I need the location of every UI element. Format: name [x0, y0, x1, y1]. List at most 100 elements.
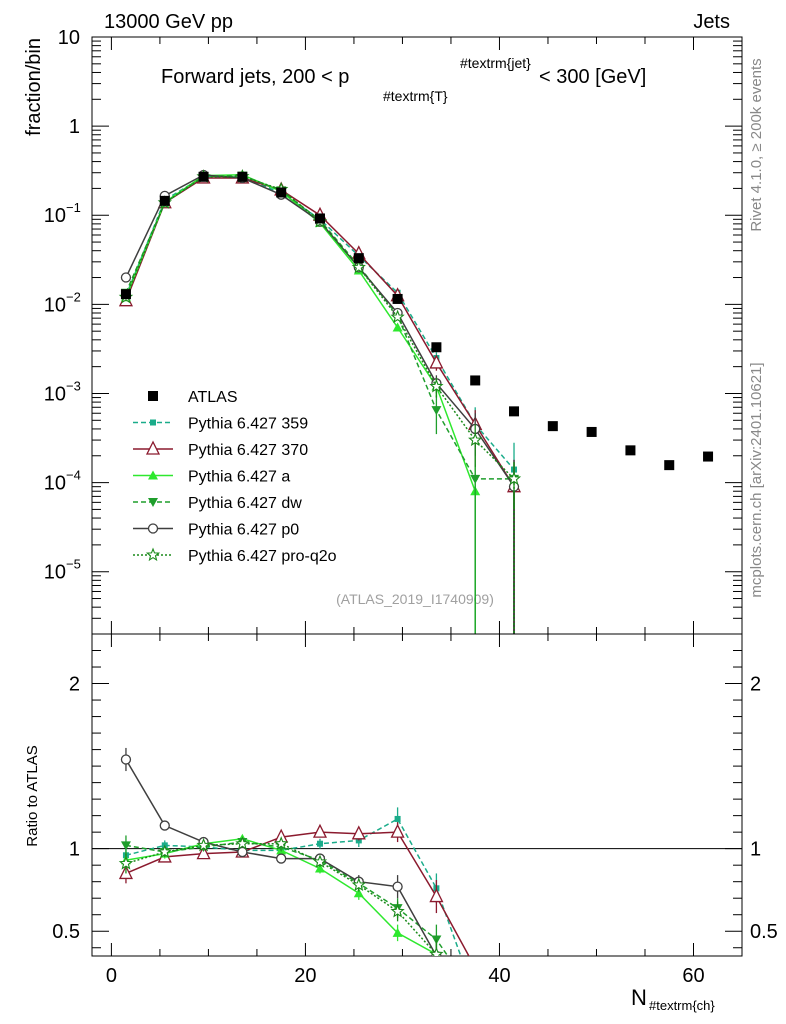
- data-point: [431, 342, 442, 353]
- rivet-version-label: Rivet 4.1.0, ≥ 200k events: [748, 58, 765, 231]
- data-point: [314, 213, 325, 224]
- ratio-point: [235, 836, 250, 850]
- y-tick-label: 10: [44, 562, 66, 584]
- y-tick-label: 0.5: [52, 921, 80, 943]
- legend-entry: Pythia 6.427 a: [133, 469, 290, 486]
- mcplots-label: mcplots.cern.ch [arXiv:2401.10621]: [748, 362, 765, 597]
- y-axis-label-bottom: Ratio to ATLAS: [24, 745, 41, 846]
- y-axis-label-top: fraction/bin: [23, 38, 45, 136]
- main-panel-series: [118, 169, 522, 634]
- ratio-point: [314, 863, 325, 873]
- y-tick-label-exponent: −3: [66, 378, 81, 393]
- series-point: [468, 432, 483, 447]
- series-point: [470, 474, 481, 484]
- title-superscript: #textrm{jet}: [460, 55, 531, 71]
- title-tail: < 300 [GeV]: [539, 66, 646, 88]
- y-tick-label-exponent: −4: [66, 468, 81, 483]
- ratio-point: [120, 754, 132, 765]
- ratio-point: [276, 853, 287, 864]
- ratio-point: [351, 825, 366, 840]
- data-point: [159, 195, 170, 206]
- legend-label: Pythia 6.427 359: [188, 416, 308, 433]
- y-tick-label: 2: [69, 674, 80, 696]
- legend-entry: Pythia 6.427 359: [133, 416, 308, 433]
- series-point: [506, 471, 522, 486]
- ratio-point: [394, 815, 401, 822]
- data-point: [276, 187, 287, 198]
- series-point: [431, 406, 442, 416]
- series-pythia-6-427-dw: [120, 171, 520, 634]
- legend-entry: Pythia 6.427 370: [133, 440, 308, 459]
- x-axis-label-sub: #textrm{ch}: [649, 998, 715, 1013]
- ratio-point: [390, 903, 405, 918]
- data-point: [120, 289, 131, 300]
- y-tick-label-exponent: −5: [66, 557, 81, 572]
- series-line: [125, 175, 515, 480]
- legend-marker: [150, 419, 156, 426]
- ratio-point: [120, 841, 131, 851]
- main-panel-frame: [91, 36, 743, 635]
- ratio-point: [429, 888, 444, 903]
- ratio-point: [390, 823, 405, 838]
- ratio-point: [469, 961, 481, 973]
- ratio-point: [392, 881, 403, 892]
- x-axis-label-main: N: [631, 985, 647, 1010]
- ratio-point: [429, 946, 444, 956]
- ratio-pythia-6-427-pro-q2o: [118, 836, 444, 956]
- legend-entry: Pythia 6.427 dw: [133, 495, 302, 512]
- ratio-point: [274, 836, 289, 850]
- y-tick-label: 10: [44, 383, 66, 405]
- ratio-point: [351, 877, 366, 891]
- legend-marker: [145, 440, 161, 455]
- y-tick-label-exponent: −1: [66, 200, 81, 215]
- series-pythia-6-427-370: [118, 169, 522, 634]
- x-tick-label: 0: [106, 965, 117, 987]
- ratio-point: [312, 854, 328, 868]
- data-point: [353, 253, 364, 264]
- data-point: [237, 171, 248, 182]
- ratio-point: [237, 846, 248, 858]
- y-tick-label: 10: [44, 205, 66, 227]
- legend-entry-atlas: ATLAS: [148, 389, 238, 406]
- legend-marker: [148, 391, 158, 401]
- analysis-id-label: (ATLAS_2019_I1740909): [336, 591, 494, 607]
- data-point: [547, 421, 558, 432]
- x-axis-label: N #textrm{ch}: [631, 985, 715, 1013]
- process-label: Jets: [693, 11, 730, 33]
- y-tick-label: 1: [69, 116, 80, 138]
- y-tick-label: 10: [44, 294, 66, 316]
- y-tick-label-right: 0.5: [750, 921, 778, 943]
- series-point: [120, 272, 132, 283]
- legend-label: Pythia 6.427 a: [188, 469, 290, 486]
- data-point: [470, 375, 481, 386]
- energy-label: 13000 GeV pp: [104, 11, 233, 33]
- legend-marker: [145, 547, 161, 562]
- y-tick-label-right: 1: [750, 839, 761, 861]
- legend-entry: Pythia 6.427 p0: [133, 522, 299, 539]
- ratio-line: [125, 817, 462, 956]
- series-pythia-6-427-p0: [120, 169, 520, 634]
- ratio-point: [118, 856, 134, 870]
- series-atlas-data: [120, 171, 714, 471]
- y-tick-label: 1: [69, 839, 80, 861]
- legend-label: Pythia 6.427 dw: [188, 495, 302, 512]
- ratio-point: [312, 823, 328, 838]
- data-point: [625, 445, 636, 456]
- legend-label: Pythia 6.427 pro-q2o: [188, 548, 337, 565]
- series-point: [429, 354, 444, 369]
- series-point: [351, 259, 366, 274]
- data-point: [586, 426, 597, 437]
- plot-title: Forward jets, 200 < p #textrm{T} #textrm…: [161, 55, 646, 104]
- legend: ATLAS Pythia 6.427 359 Pythia 6.427 370 Pyt…: [133, 389, 337, 565]
- ratio-panel-frame: [91, 633, 743, 957]
- series-point: [429, 378, 444, 393]
- title-subscript: #textrm{T}: [383, 88, 448, 104]
- y-tick-label-exponent: −2: [66, 289, 81, 304]
- series-point: [392, 322, 403, 332]
- data-point: [509, 406, 520, 417]
- ratio-point: [196, 845, 211, 860]
- ratio-panel: 0 20 40 60 0.5 0.5 1 1 2 2: [52, 633, 778, 987]
- ratio-line: [125, 759, 438, 956]
